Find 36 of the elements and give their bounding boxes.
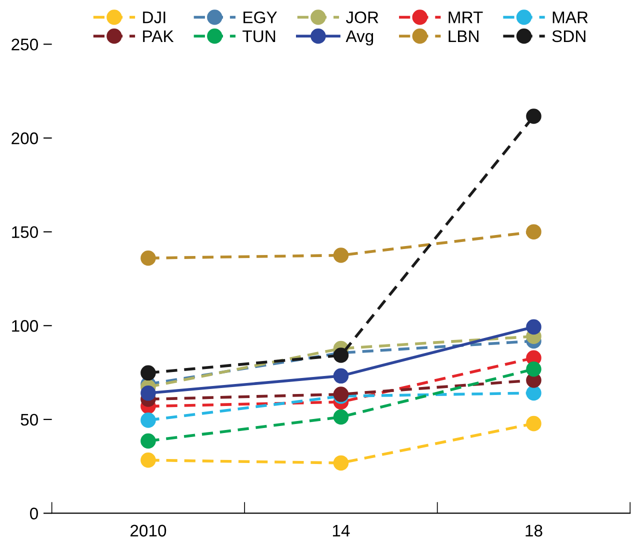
x-tick-label: 14 (332, 524, 350, 536)
point (333, 348, 349, 363)
legend-label: Avg (346, 30, 374, 46)
point (333, 455, 349, 471)
legend-label: MAR (552, 12, 588, 24)
point (140, 452, 156, 468)
legend-label: TUN (242, 30, 276, 42)
point (333, 368, 349, 384)
y-tick-label: 200 (12, 132, 38, 144)
legend-label: MRT (448, 12, 483, 24)
point (526, 319, 542, 335)
point (526, 416, 542, 432)
x-tick-label: 2010 (130, 524, 166, 537)
y-tick-label: 0 (30, 508, 38, 520)
point (333, 409, 349, 425)
point (333, 248, 349, 263)
y-tick-label: 150 (12, 226, 38, 238)
point (526, 362, 542, 377)
legend-label: LBN (448, 30, 478, 42)
y-tick-label: 50 (20, 414, 38, 426)
point (140, 412, 156, 428)
point (526, 385, 542, 401)
point (140, 365, 156, 381)
legend-label: PAK (143, 30, 174, 42)
legend-label: JOR (346, 11, 378, 24)
point (140, 433, 156, 449)
point (526, 224, 542, 240)
legend-label: DJI (143, 12, 166, 24)
y-tick-label: 250 (12, 38, 38, 50)
point (140, 250, 156, 266)
x-tick-label: 18 (526, 524, 542, 537)
point (140, 386, 156, 401)
legend-label: SDN (552, 30, 586, 42)
y-tick-label: 100 (12, 320, 38, 332)
legend-label: EGY (244, 11, 277, 24)
point (526, 108, 542, 124)
